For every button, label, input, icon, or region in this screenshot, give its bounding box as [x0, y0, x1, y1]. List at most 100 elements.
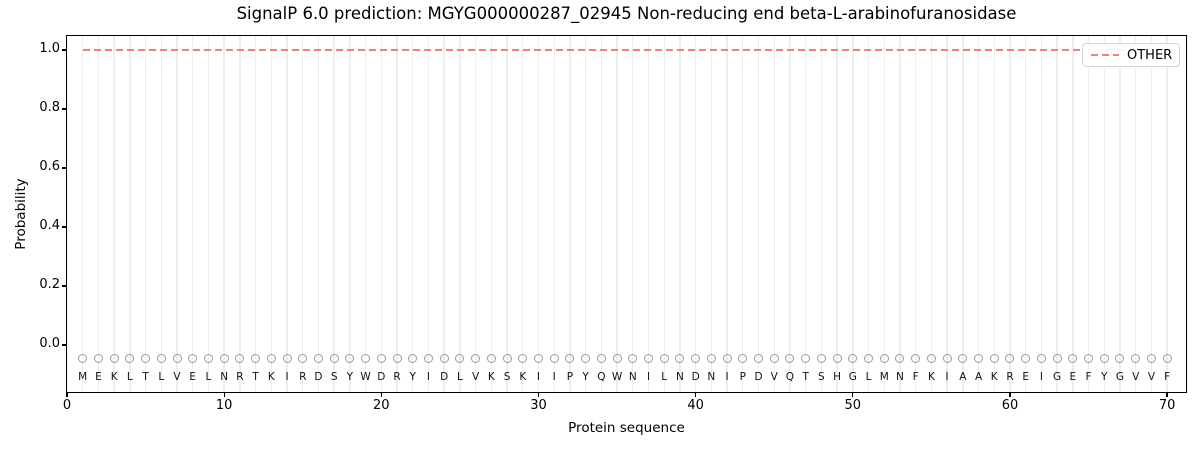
sequence-letter: E [1069, 370, 1077, 383]
sequence-letter: I [646, 370, 651, 383]
gridline [380, 36, 383, 392]
sequence-letter: I [536, 370, 541, 383]
gridline [129, 36, 131, 392]
residue-marker-circle [659, 353, 669, 363]
gridline [757, 36, 760, 392]
sequence-letter: Q [785, 370, 795, 383]
gridline [553, 36, 555, 392]
sequence-letter: G [1053, 370, 1062, 383]
sequence-letter: N [896, 370, 904, 383]
y-tick-mark [62, 226, 67, 228]
residue-marker-circle [754, 353, 764, 363]
gridline [176, 36, 178, 392]
residue-marker-circle [1099, 353, 1109, 363]
sequence-letter: F [912, 370, 919, 383]
gridline [537, 36, 540, 392]
plot-border [66, 35, 1187, 393]
gridline [820, 36, 823, 392]
residue-marker-circle [1131, 353, 1141, 363]
sequence-letter: N [220, 370, 229, 383]
sequence-letter: L [158, 370, 165, 383]
gridline [773, 36, 775, 392]
residue-marker-circle [1005, 353, 1015, 363]
gridline [946, 36, 948, 392]
residue-marker-circle [691, 353, 701, 363]
gridline [804, 36, 807, 392]
residue-marker-circle [1162, 353, 1172, 363]
gridline [396, 36, 398, 392]
sequence-letter: T [142, 370, 149, 383]
sequence-letter: I [1039, 370, 1043, 383]
residue-marker-circle [848, 353, 858, 363]
gridline [223, 36, 225, 392]
x-tick-mark [380, 392, 382, 397]
gridline [459, 36, 461, 392]
residue-marker-circle [282, 353, 292, 363]
residue-marker-circle [156, 353, 166, 363]
sequence-letter: I [426, 370, 431, 383]
residue-marker-circle [392, 353, 402, 363]
gridline [254, 36, 257, 392]
gridline [726, 36, 728, 392]
gridline [977, 36, 980, 392]
gridline [914, 36, 917, 392]
gridline [286, 36, 288, 392]
sequence-letter: H [833, 370, 842, 383]
gridline [867, 36, 870, 392]
gridline [443, 36, 445, 392]
residue-marker-circle [1021, 353, 1031, 363]
sequence-letter: I [552, 370, 556, 383]
residue-marker-circle [251, 353, 261, 363]
residue-marker-circle [93, 353, 103, 363]
sequence-letter: D [754, 370, 763, 383]
sequence-letter: G [1115, 370, 1125, 383]
gridline [522, 36, 524, 392]
gridline [679, 36, 681, 392]
gridline [1087, 36, 1090, 392]
gridline [207, 36, 210, 392]
gridline [600, 36, 603, 392]
chart-title: SignalP 6.0 prediction: MGYG000000287_02… [236, 4, 1017, 23]
sequence-letter: K [267, 370, 275, 383]
residue-marker-circle [423, 353, 433, 363]
x-tick-label: 10 [215, 398, 233, 413]
residue-marker-circle [266, 353, 276, 363]
x-tick-label: 30 [530, 398, 547, 413]
residue-marker-circle [455, 353, 465, 363]
gridline [584, 36, 587, 392]
sequence-letter: N [628, 370, 637, 383]
residue-marker-circle [1052, 353, 1062, 363]
gridline [1024, 36, 1027, 392]
gridline [239, 36, 241, 392]
residue-marker-circle [596, 353, 606, 363]
legend: OTHER [1082, 43, 1180, 67]
x-tick-mark [537, 392, 540, 397]
gridline [490, 36, 493, 392]
residue-marker-circle [864, 353, 874, 363]
legend-other-label: OTHER [1127, 47, 1173, 63]
y-tick-mark [62, 108, 67, 110]
sequence-letter: Y [409, 370, 416, 383]
x-tick-label: 50 [844, 398, 862, 413]
residue-marker-circle [612, 353, 622, 363]
sequence-letter: F [1164, 370, 1171, 383]
gridline [962, 36, 964, 392]
sequence-letter: K [990, 370, 998, 383]
gridline [899, 36, 901, 392]
x-tick-mark [1009, 392, 1011, 397]
sequence-letter: R [1006, 370, 1014, 383]
sequence-letter: S [330, 370, 338, 383]
residue-marker-circle [141, 353, 151, 363]
residue-marker-circle [832, 353, 842, 363]
gridline [302, 36, 304, 392]
sequence-letter: I [725, 370, 729, 383]
gridline [569, 36, 571, 392]
sequence-letter: D [691, 370, 700, 383]
y-tick-mark [62, 49, 67, 51]
residue-marker-circle [675, 353, 685, 363]
residue-marker-circle [109, 353, 119, 363]
gridline [364, 36, 367, 392]
sequence-letter: F [1085, 370, 1092, 383]
sequence-letter: K [487, 370, 495, 383]
